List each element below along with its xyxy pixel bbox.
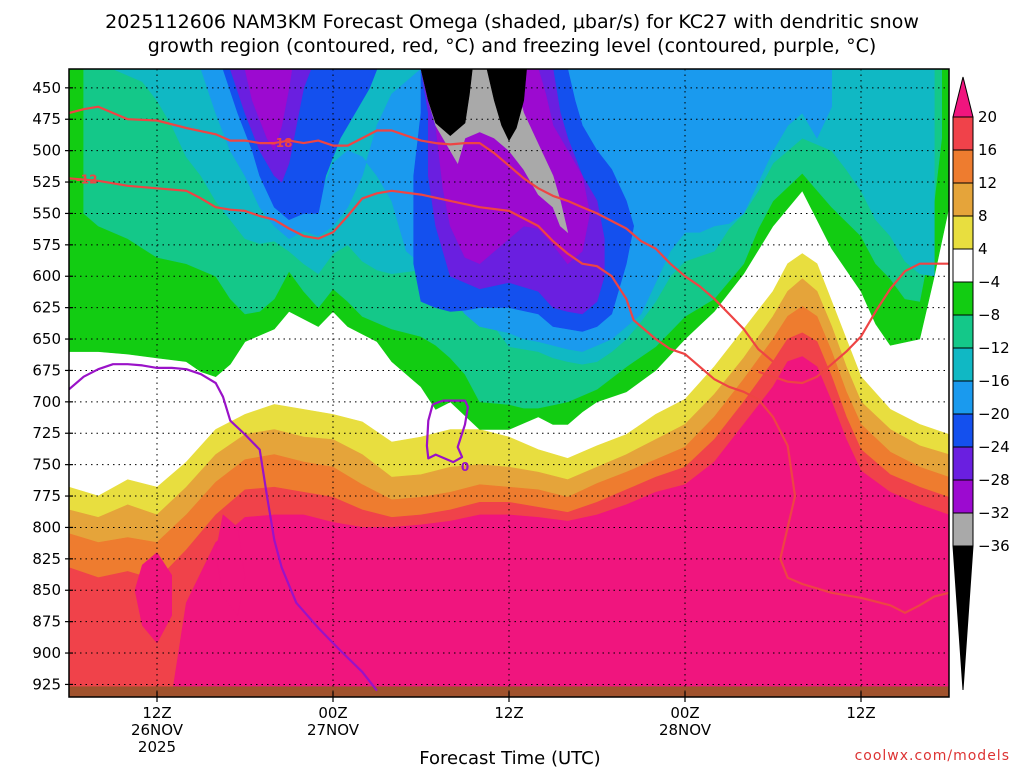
colorbar-label: −12 [978, 339, 1010, 357]
colorbar-bin [952, 314, 974, 349]
y-tick-label: 500 [32, 142, 61, 160]
y-tick-label: 450 [32, 79, 61, 97]
colorbar-label: −24 [978, 438, 1010, 456]
colorbar-bin [952, 347, 974, 382]
y-tick-label: 525 [32, 173, 61, 191]
y-tick-label: 650 [32, 330, 61, 348]
omega-region-6 [134, 552, 172, 644]
dgz-contour-1-label: -12 [76, 173, 98, 187]
y-tick-label: 550 [32, 204, 61, 222]
colorbar-label: 8 [978, 207, 988, 225]
freezing-level-contour-0 [69, 363, 378, 692]
x-tick-label: 2025 [138, 738, 176, 756]
colorbar-label: −20 [978, 405, 1010, 423]
dgz-contour-0-label: -18 [271, 136, 293, 150]
y-tick-label: 575 [32, 236, 61, 254]
y-tick-label: 900 [32, 644, 61, 662]
dgz-contour-0 [69, 105, 774, 363]
x-tick-label: 26NOV [131, 721, 184, 739]
y-tick-label: 475 [32, 110, 61, 128]
x-tick-label: 12Z [142, 704, 171, 722]
x-tick-label: 00Z [318, 704, 347, 722]
x-tick-label: 28NOV [659, 721, 712, 739]
y-tick-label: 925 [32, 675, 61, 693]
colorbar-bin [952, 413, 974, 448]
colorbar-label: 4 [978, 240, 988, 258]
x-axis-label: Forecast Time (UTC) [419, 748, 600, 768]
colorbar-label: −28 [978, 471, 1010, 489]
colorbar-bin [952, 512, 974, 547]
y-axis-ticks: 450 475 500 525 550 575 600 625 650 675 700 725 750 7… [32, 79, 73, 693]
y-tick-label: 775 [32, 487, 61, 505]
colorbar-bin [952, 281, 974, 316]
colorbar-label: −4 [978, 273, 1000, 291]
y-tick-label: 700 [32, 393, 61, 411]
colorbar-bin [952, 446, 974, 481]
colorbar-bin [952, 215, 974, 250]
colorbar-bin [952, 149, 974, 184]
colorbar-bin [952, 380, 974, 415]
colorbar-label: −16 [978, 372, 1010, 390]
y-tick-label: 675 [32, 361, 61, 379]
colorbar-label: −8 [978, 306, 1000, 324]
x-tick-label: 27NOV [307, 721, 360, 739]
y-tick-label: 600 [32, 267, 61, 285]
y-tick-label: 725 [32, 424, 61, 442]
y-tick-label: 625 [32, 299, 61, 317]
x-tick-label: 00Z [670, 704, 699, 722]
x-tick-label: 12Z [846, 704, 875, 722]
colorbar-label: 12 [978, 174, 997, 192]
omega-region-18 [420, 69, 473, 136]
omega-region-19 [486, 69, 527, 142]
y-tick-label: 825 [32, 550, 61, 568]
colorbar-label: −36 [978, 537, 1010, 555]
colorbar-top-arrow [952, 76, 974, 118]
omega-region-5 [171, 356, 949, 697]
y-tick-label: 875 [32, 613, 61, 631]
x-tick-label: 12Z [494, 704, 523, 722]
colorbar-label: 20 [978, 108, 997, 126]
dgz-contour-2 [757, 262, 949, 385]
y-tick-label: 850 [32, 581, 61, 599]
colorbar: 20 16 12 8 4 −4 −8 −12 −16 −20 −24 −28 −32 −36 [952, 76, 1010, 691]
credit-text[interactable]: coolwx.com/models [855, 748, 1010, 764]
colorbar-bottom-arrow [952, 545, 974, 691]
freezing-level-contour-0-label: 0 [461, 460, 469, 474]
omega-region-15 [244, 69, 293, 152]
freezing-level-contour-1 [425, 399, 469, 464]
dgz-contour-1 [69, 177, 949, 614]
colorbar-bin [952, 116, 974, 151]
y-tick-label: 750 [32, 456, 61, 474]
colorbar-label: −32 [978, 504, 1010, 522]
chart-title-line2: growth region (contoured, red, °C) and f… [148, 35, 877, 57]
colorbar-label: 16 [978, 141, 997, 159]
grid-lines [69, 69, 949, 697]
colorbar-bin [952, 479, 974, 514]
colorbar-bin [952, 182, 974, 217]
temperature-contours: -18 -12 0 [69, 105, 949, 692]
chart-title-line1: 2025112606 NAM3KM Forecast Omega (shaded… [105, 11, 919, 33]
y-tick-label: 800 [32, 518, 61, 536]
colorbar-bin [952, 248, 974, 283]
